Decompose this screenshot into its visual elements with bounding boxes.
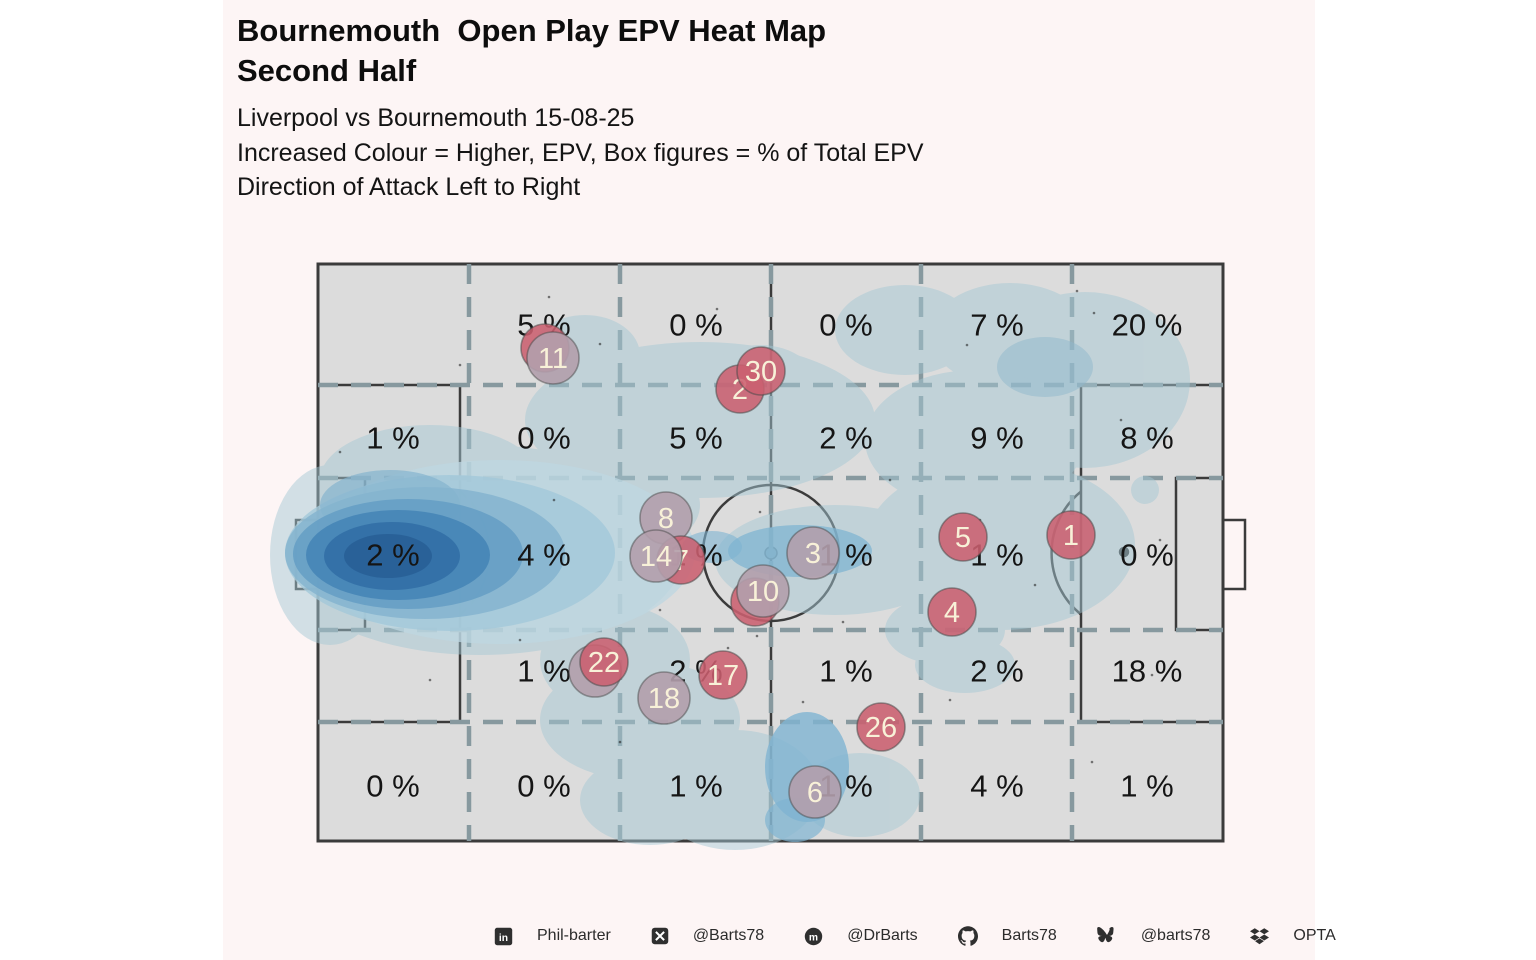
linkedin-icon[interactable]: in — [494, 927, 513, 946]
footer-credits: in Phil-barter @Barts78 m @DrBarts Barts… — [494, 922, 1336, 950]
zone-epv-label-r4c2: 1 % — [669, 769, 722, 804]
svg-text:5: 5 — [955, 522, 971, 554]
player-marker-3: 3 — [786, 526, 840, 580]
zone-epv-label-r0c2: 0 % — [669, 308, 722, 343]
subtitle-direction: Direction of Attack Left to Right — [237, 173, 581, 201]
zone-epv-label-r2c1: 4 % — [517, 538, 570, 573]
svg-text:17: 17 — [707, 660, 739, 692]
svg-text:18: 18 — [648, 683, 680, 715]
player-marker-22: 22 — [579, 637, 629, 687]
player-marker-1: 1 — [1046, 510, 1096, 560]
title-line1: Bournemouth Open Play EPV Heat Map — [237, 13, 827, 48]
player-marker-30: 30 — [736, 346, 786, 396]
svg-text:4: 4 — [944, 597, 960, 629]
svg-text:6: 6 — [807, 777, 823, 809]
noise-dots — [338, 289, 1162, 764]
svg-text:3: 3 — [805, 538, 821, 570]
player-marker-18: 18 — [637, 671, 691, 725]
opta-credit[interactable]: OPTA — [1293, 927, 1336, 944]
svg-text:m: m — [809, 932, 818, 943]
github-icon[interactable] — [957, 926, 978, 946]
svg-text:30: 30 — [745, 356, 777, 388]
zone-epv-label-r1c0: 1 % — [366, 421, 419, 456]
zone-epv-label-r2c5: 0 % — [1120, 538, 1173, 573]
subtitle-legend-note: Increased Colour = Higher, EPV, Box figu… — [237, 138, 924, 167]
player-marker-17: 17 — [698, 650, 748, 700]
svg-text:1: 1 — [1063, 520, 1079, 552]
zone-epv-label-r0c5: 20 % — [1112, 308, 1183, 343]
zone-epv-label-r0c4: 7 % — [970, 308, 1023, 343]
x-icon[interactable] — [651, 927, 669, 945]
chart-subtitle: Liverpool vs Bournemouth 15-08-25 Increas… — [237, 101, 924, 205]
player-markers: 112308714103514221817266 — [520, 323, 1096, 819]
svg-text:10: 10 — [747, 576, 779, 608]
right-penalty-arc — [1050, 490, 1082, 616]
chart-title: Bournemouth Open Play EPV Heat Map Second… — [237, 11, 826, 91]
right-penalty-spot — [1118, 546, 1130, 558]
player-marker-14: 14 — [629, 529, 683, 583]
bluesky-icon[interactable] — [1096, 927, 1117, 945]
bluesky-handle[interactable]: @barts78 — [1140, 927, 1211, 944]
x-handle[interactable]: @Barts78 — [692, 927, 765, 944]
player-marker-4: 4 — [927, 587, 977, 637]
player-marker-6: 6 — [788, 765, 842, 819]
zone-epv-label-r1c1: 0 % — [517, 421, 570, 456]
svg-text:26: 26 — [865, 712, 897, 744]
player-marker-5: 5 — [938, 512, 988, 562]
zone-epv-label-r2c0: 2 % — [366, 538, 419, 573]
svg-text:in: in — [499, 932, 508, 943]
svg-text:8: 8 — [658, 503, 674, 535]
player-marker-11: 11 — [526, 331, 580, 385]
svg-text:22: 22 — [588, 647, 620, 679]
zone-epv-label-r4c1: 0 % — [517, 769, 570, 804]
zone-epv-label-r3c3: 1 % — [819, 654, 872, 689]
title-line2: Second Half — [237, 53, 417, 88]
svg-text:11: 11 — [538, 343, 568, 375]
zone-epv-label-r4c0: 0 % — [366, 769, 419, 804]
zone-epv-label-r4c5: 1 % — [1120, 769, 1173, 804]
zone-epv-label-r1c4: 9 % — [970, 421, 1023, 456]
subtitle-match: Liverpool vs Bournemouth 15-08-25 — [237, 104, 635, 132]
github-handle[interactable]: Barts78 — [1001, 927, 1057, 944]
zone-epv-label-r1c2: 5 % — [669, 421, 722, 456]
zone-epv-label-r3c4: 2 % — [970, 654, 1023, 689]
zone-epv-label-r1c3: 2 % — [819, 421, 872, 456]
player-marker-26: 26 — [856, 702, 906, 752]
svg-text:14: 14 — [640, 541, 672, 573]
linkedin-handle[interactable]: Phil-barter — [537, 927, 611, 944]
zone-epv-label-r0c3: 0 % — [819, 308, 872, 343]
mastodon-icon[interactable]: m — [804, 927, 823, 946]
mastodon-handle[interactable]: @DrBarts — [847, 927, 918, 944]
zone-epv-label-r3c5: 18 % — [1112, 654, 1183, 689]
zone-epv-label-r3c1: 1 % — [517, 654, 570, 689]
zone-epv-label-r1c5: 8 % — [1120, 421, 1173, 456]
zone-epv-label-r4c4: 4 % — [970, 769, 1023, 804]
dropbox-icon[interactable] — [1250, 927, 1270, 946]
player-marker-10: 10 — [736, 564, 790, 618]
